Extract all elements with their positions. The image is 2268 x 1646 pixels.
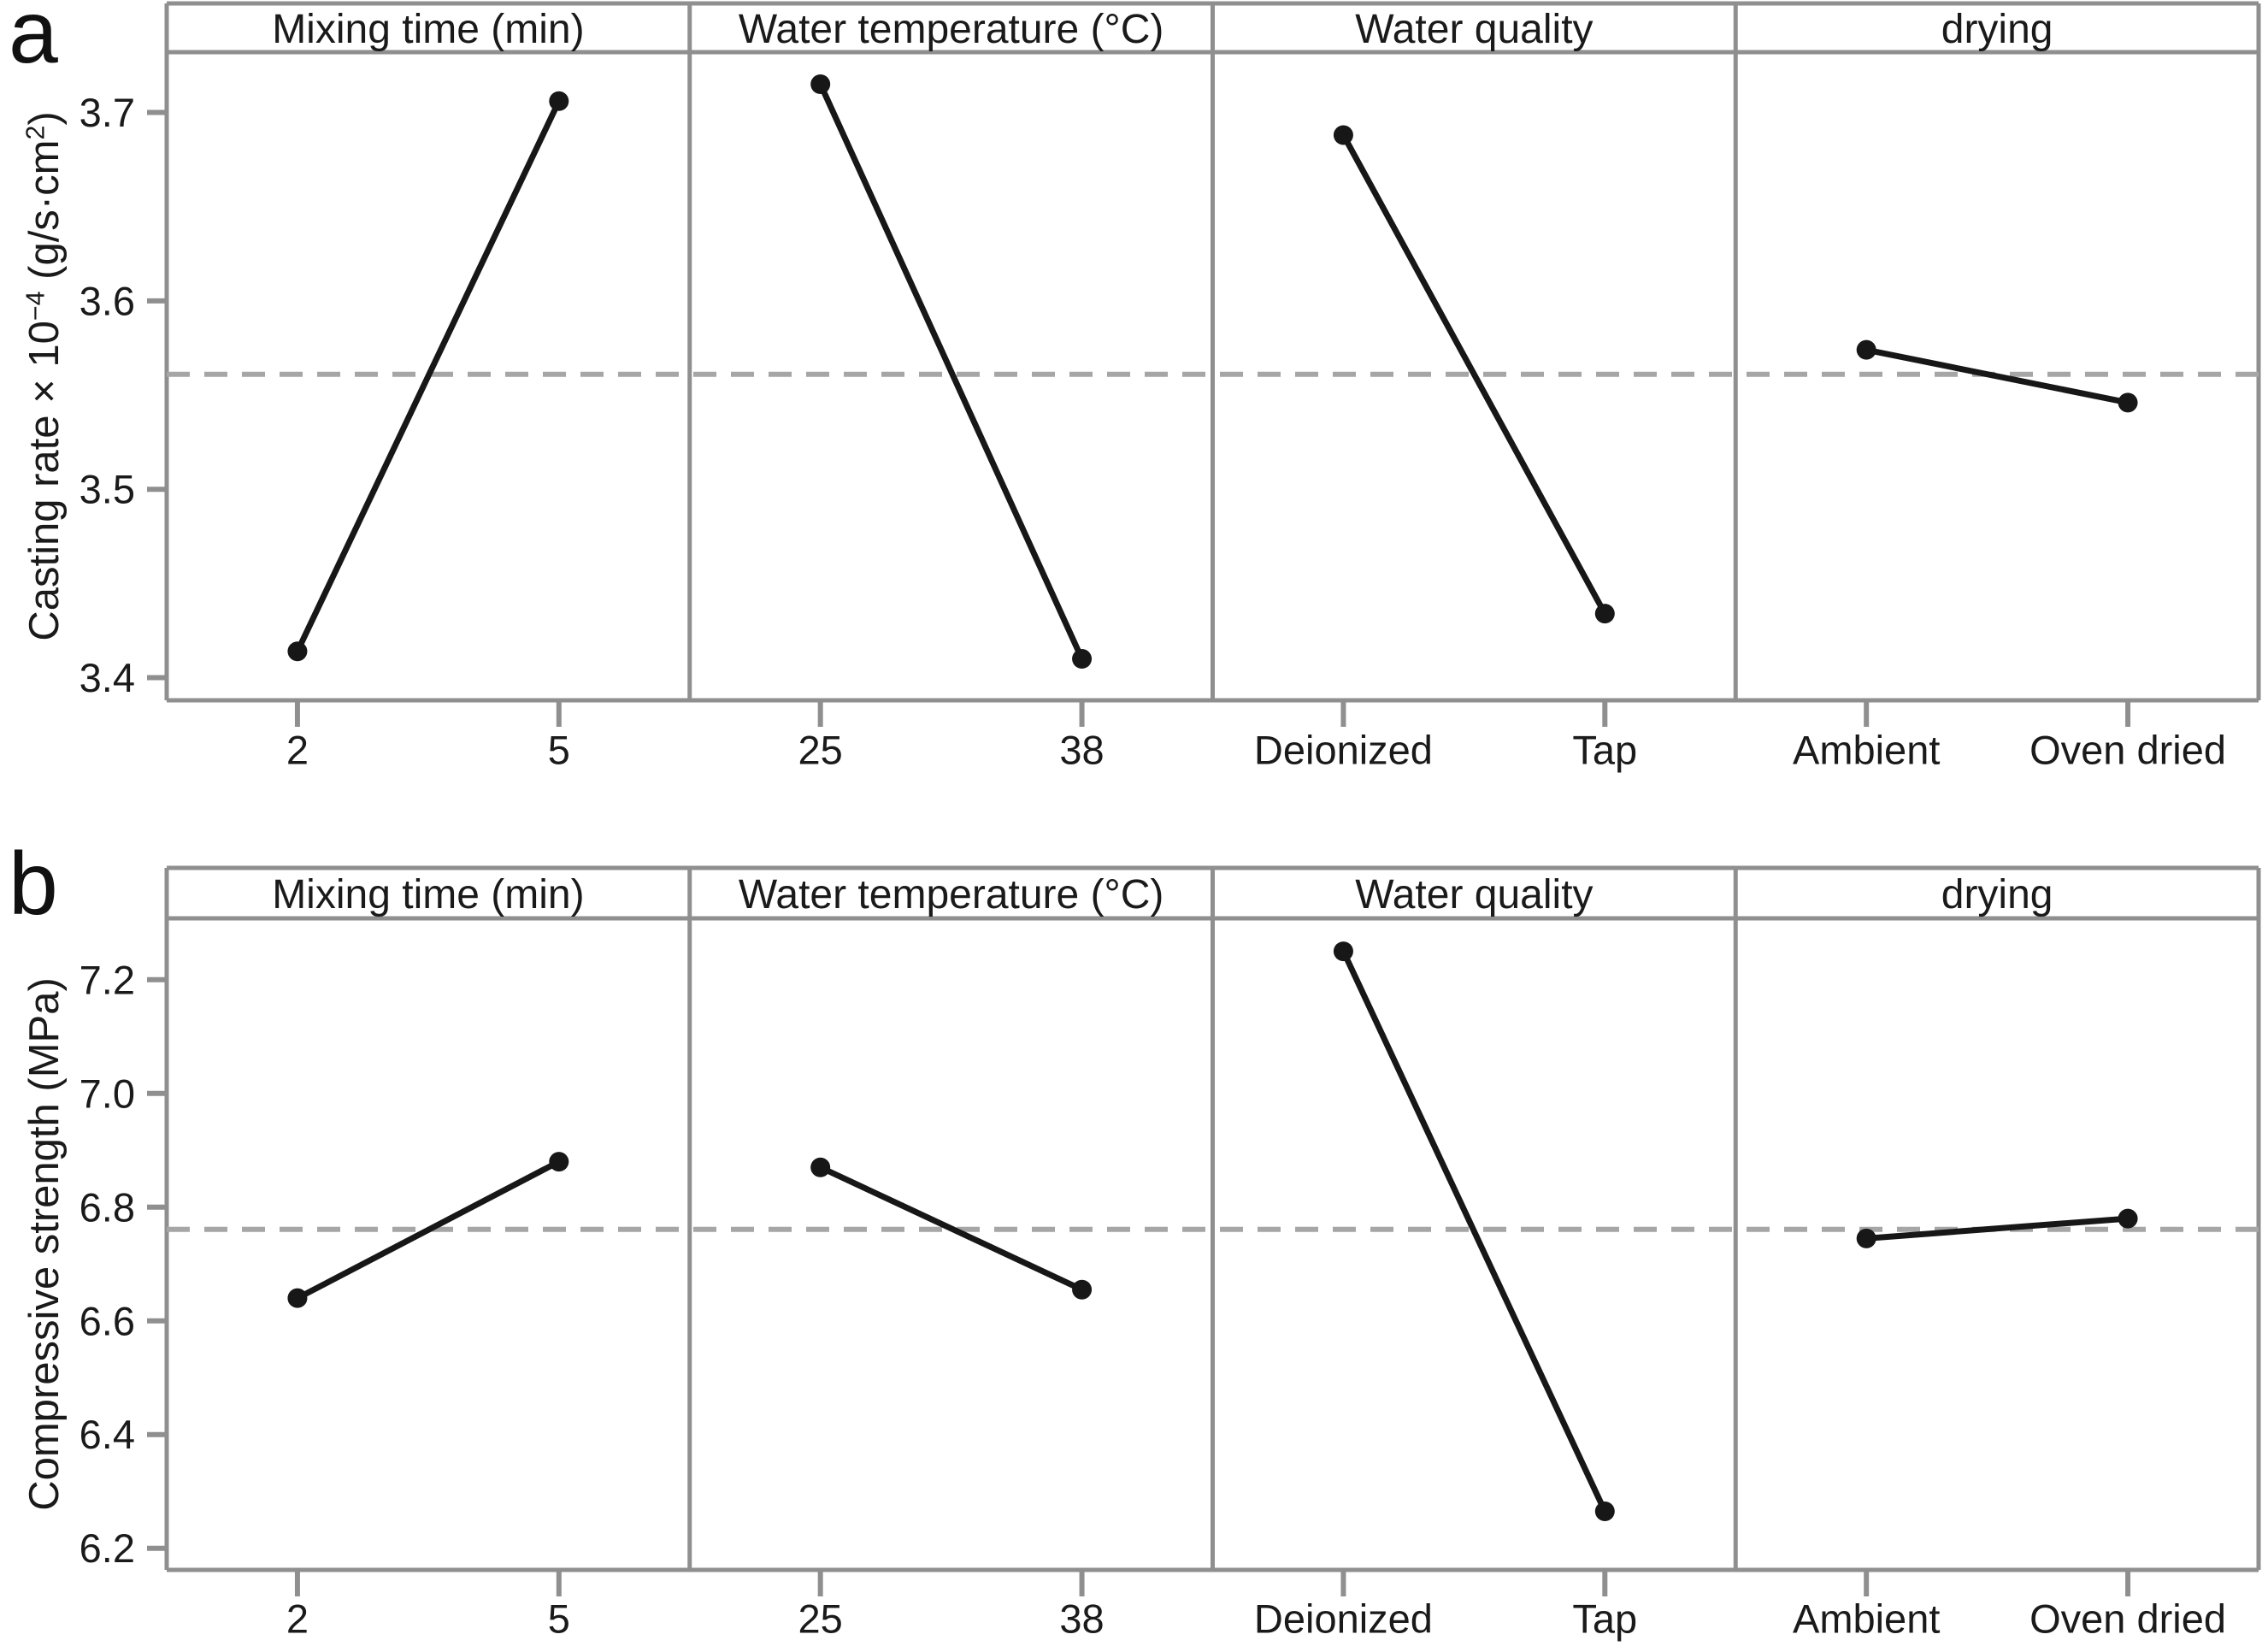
- x-category-label: 25: [798, 1596, 843, 1642]
- panel-header-label: Mixing time (min): [272, 872, 584, 917]
- data-point: [1856, 1228, 1876, 1248]
- data-point: [287, 641, 308, 662]
- x-category-label: Oven dried: [2029, 1596, 2226, 1642]
- panel-letter-a: a: [9, 0, 58, 82]
- y-tick-label: 6.6: [80, 1298, 135, 1343]
- x-category-label: Tap: [1572, 728, 1637, 773]
- effect-line: [817, 80, 1086, 663]
- panel-header-label: Water temperature (°C): [739, 7, 1164, 52]
- y-tick-label: 3.7: [80, 90, 135, 135]
- x-category-label: 2: [286, 1596, 309, 1642]
- data-point: [549, 1152, 569, 1172]
- panel-header-label: drying: [1941, 7, 2053, 52]
- y-tick-label: 6.8: [80, 1184, 135, 1230]
- x-category-label: 2: [286, 728, 309, 773]
- data-point: [1333, 125, 1353, 145]
- data-point: [1594, 604, 1615, 624]
- x-category-label: Deionized: [1254, 728, 1433, 773]
- y-tick-label: 7.2: [80, 957, 135, 1002]
- x-category-label: Oven dried: [2029, 728, 2226, 773]
- y-tick-label: 7.0: [80, 1071, 135, 1116]
- x-category-label: Deionized: [1254, 1596, 1433, 1642]
- data-point: [549, 91, 569, 111]
- data-point: [1072, 1279, 1093, 1300]
- data-point: [1594, 1501, 1615, 1522]
- panel-header-label: Water quality: [1355, 7, 1593, 52]
- data-point: [1333, 941, 1353, 962]
- y-tick-label: 3.5: [80, 467, 135, 512]
- data-point: [810, 1157, 831, 1177]
- effect-line: [294, 97, 563, 655]
- x-category-label: 38: [1059, 1596, 1104, 1642]
- effect-line: [1340, 948, 1608, 1515]
- x-category-label: Tap: [1572, 1596, 1637, 1642]
- panel-header-label: Water quality: [1355, 872, 1593, 917]
- data-point: [2118, 1208, 2138, 1229]
- panel-header-label: drying: [1941, 872, 2053, 917]
- x-category-label: 5: [548, 1596, 570, 1642]
- x-category-label: 25: [798, 728, 843, 773]
- x-category-label: Ambient: [1793, 1596, 1940, 1642]
- effect-line: [1340, 132, 1608, 617]
- y-tick-label: 3.4: [80, 655, 135, 700]
- data-point: [810, 74, 831, 94]
- y-tick-label: 6.4: [80, 1412, 135, 1457]
- panel-letter-b: b: [9, 835, 58, 934]
- y-tick-label: 3.6: [80, 278, 135, 323]
- x-category-label: 5: [548, 728, 570, 773]
- effect-line: [294, 1159, 563, 1301]
- effect-line: [817, 1164, 1086, 1293]
- effect-line: [1863, 1215, 2131, 1242]
- effect-line: [1863, 346, 2131, 406]
- x-category-label: 38: [1059, 728, 1104, 773]
- data-point: [1856, 339, 1876, 360]
- x-category-label: Ambient: [1793, 728, 1940, 773]
- data-point: [1072, 649, 1093, 670]
- panel-header-label: Mixing time (min): [272, 7, 584, 52]
- panel-header-label: Water temperature (°C): [739, 872, 1164, 917]
- data-point: [2118, 392, 2138, 413]
- data-point: [287, 1288, 308, 1308]
- y-tick-label: 6.2: [80, 1525, 135, 1571]
